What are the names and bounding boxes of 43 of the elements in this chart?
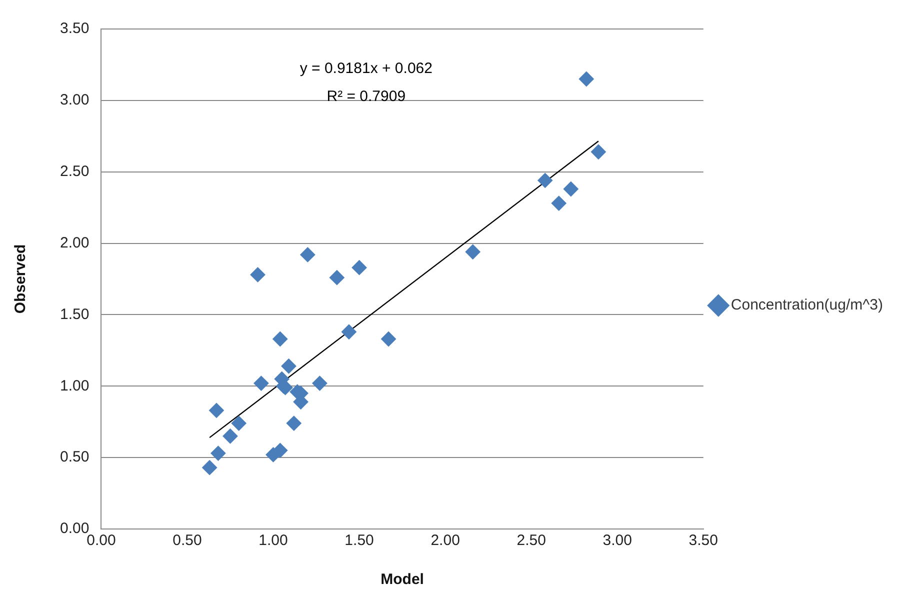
point — [254, 376, 269, 391]
point — [352, 260, 367, 276]
legend-label: Concentration(ug/m^3) — [730, 296, 884, 314]
annotation: R² = 0.7909 — [326, 88, 406, 106]
point — [250, 267, 266, 282]
x-tick-label: 2.00 — [430, 532, 460, 550]
x-tick-label: 1.50 — [344, 532, 374, 550]
x-tick-label: 3.50 — [688, 532, 718, 550]
x-tick-label: 0.50 — [172, 532, 202, 550]
point — [551, 196, 566, 211]
y-tick-label: 3.50 — [60, 20, 90, 38]
point — [329, 270, 344, 286]
y-tick-label: 3.00 — [60, 92, 90, 109]
y-tick-label: 2.00 — [60, 234, 90, 252]
point — [538, 172, 553, 188]
x-axis-title: Model — [380, 571, 424, 588]
point — [312, 376, 328, 391]
point — [210, 446, 226, 461]
point — [381, 332, 396, 346]
point — [208, 402, 224, 418]
x-tick-label: 0.00 — [86, 532, 116, 550]
x-tick-label: 3.00 — [602, 532, 632, 550]
y-tick-label: 2.50 — [60, 163, 90, 180]
point — [231, 416, 246, 431]
point — [590, 144, 606, 160]
point — [341, 324, 356, 340]
point — [202, 460, 218, 476]
point — [578, 72, 594, 86]
point — [272, 442, 288, 458]
point — [300, 247, 316, 262]
x-tick-label: 2.50 — [516, 532, 546, 550]
point — [286, 416, 302, 431]
annotation: y = 0.9181x + 0.062 — [300, 60, 432, 78]
point — [272, 332, 288, 346]
y-tick-label: 1.50 — [60, 306, 90, 323]
y-tick-label: 1.00 — [60, 377, 90, 394]
point — [281, 358, 296, 374]
point — [563, 182, 578, 196]
y-tick-label: 0.50 — [60, 448, 90, 466]
x-tick-label: 1.00 — [258, 532, 288, 550]
point — [465, 244, 480, 260]
point — [222, 428, 238, 444]
y-axis-title: Observed — [12, 244, 30, 314]
